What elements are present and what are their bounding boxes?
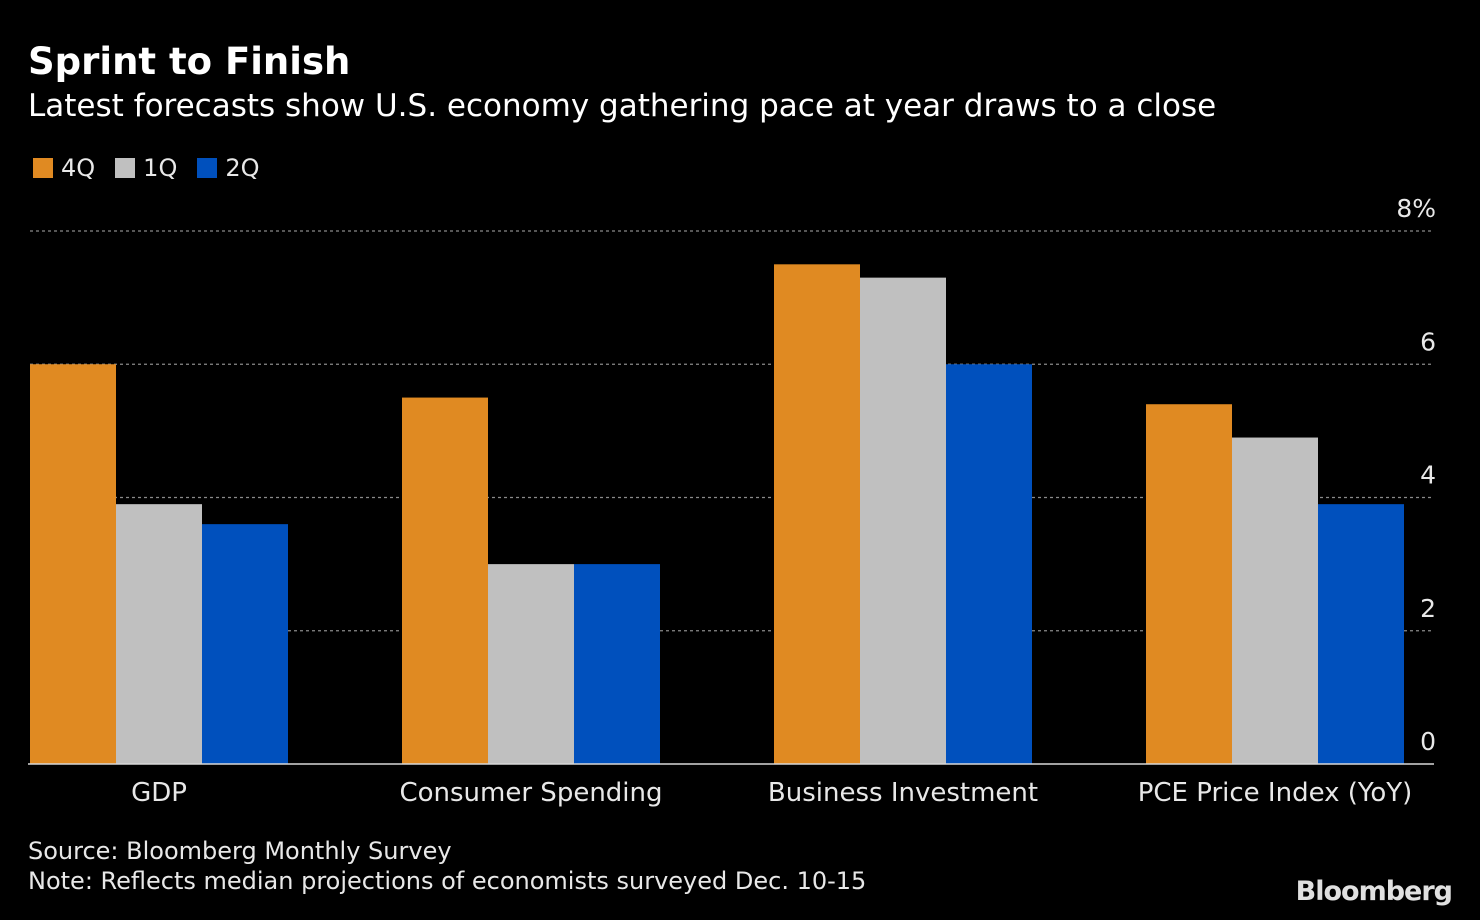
legend-item-1q: 1Q bbox=[115, 154, 177, 182]
x-tick-label-3: PCE Price Index (YoY) bbox=[1138, 778, 1413, 808]
x-tick-label-2: Business Investment bbox=[768, 778, 1038, 808]
legend-swatch-1q bbox=[115, 158, 136, 178]
source-note: Source: Bloomberg Monthly Survey bbox=[28, 837, 452, 865]
y-tick-label-8: 8% bbox=[1396, 194, 1436, 223]
bar-4q-2 bbox=[774, 264, 860, 764]
legend-label-1q: 1Q bbox=[143, 154, 178, 182]
legend-swatch-2q bbox=[197, 158, 218, 178]
bar-2q-0 bbox=[202, 524, 288, 764]
y-tick-label-0: 0 bbox=[1420, 727, 1436, 756]
bar-1q-3 bbox=[1232, 437, 1318, 764]
chart-legend: 4Q 1Q 2Q bbox=[33, 150, 280, 186]
bar-2q-1 bbox=[574, 564, 660, 764]
bar-2q-3 bbox=[1318, 504, 1404, 764]
bar-1q-0 bbox=[116, 504, 202, 764]
y-tick-label-2: 2 bbox=[1420, 594, 1436, 623]
y-tick-label-4: 4 bbox=[1420, 461, 1436, 490]
bar-4q-0 bbox=[30, 364, 116, 764]
legend-item-4q: 4Q bbox=[33, 154, 95, 182]
methodology-note: Note: Reflects median projections of eco… bbox=[28, 867, 867, 895]
legend-swatch-4q bbox=[33, 158, 53, 178]
axes: 0 2 4 6 8% GDP Consumer Spending Business Inves… bbox=[28, 194, 1436, 808]
chart-title: Sprint to Finish bbox=[28, 40, 351, 83]
bar-1q-2 bbox=[860, 277, 946, 764]
bar-4q-1 bbox=[402, 397, 488, 764]
bar-1q-1 bbox=[488, 564, 574, 764]
y-tick-label-6: 6 bbox=[1420, 327, 1436, 356]
legend-label-4q: 4Q bbox=[61, 154, 96, 182]
bloomberg-logo: Bloomberg bbox=[1295, 876, 1453, 907]
chart-subtitle: Latest forecasts show U.S. economy gathe… bbox=[28, 88, 1217, 124]
x-tick-label-0: GDP bbox=[131, 778, 187, 808]
bar-2q-2 bbox=[946, 364, 1032, 764]
legend-label-2q: 2Q bbox=[225, 154, 260, 182]
legend-item-2q: 2Q bbox=[197, 154, 260, 182]
bar-4q-3 bbox=[1146, 404, 1232, 764]
x-tick-label-1: Consumer Spending bbox=[399, 778, 662, 808]
bars bbox=[30, 264, 1404, 764]
